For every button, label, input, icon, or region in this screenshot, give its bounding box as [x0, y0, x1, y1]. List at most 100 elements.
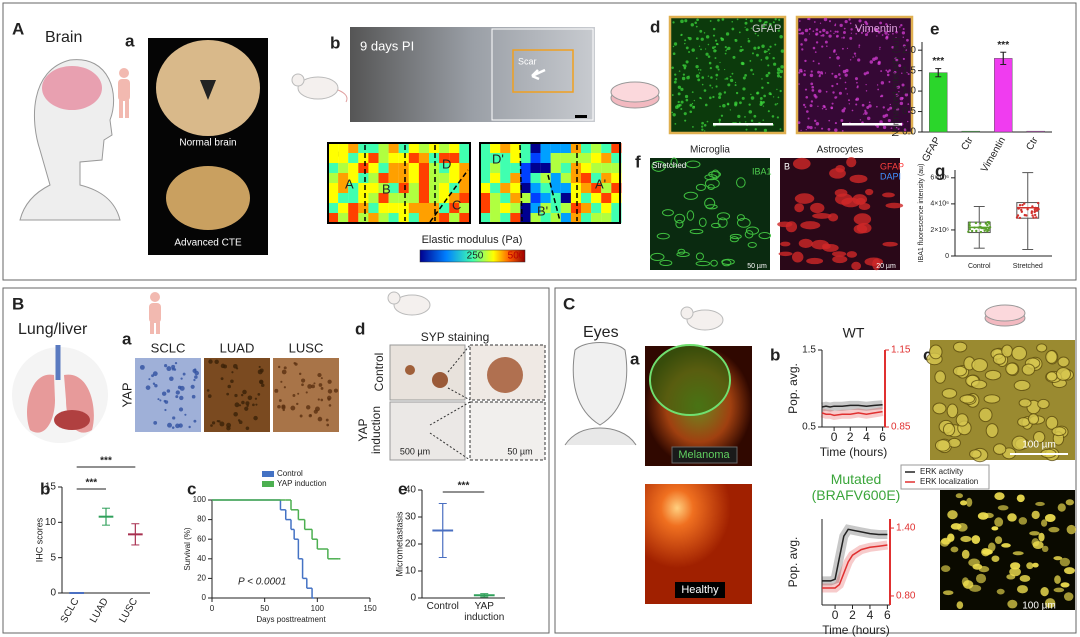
panel-frame [2, 287, 550, 634]
panel-subtitle: SYP staining [421, 330, 490, 344]
texture-cell [971, 358, 988, 373]
texture-dot [815, 28, 819, 31]
heatmap-cell [368, 143, 379, 154]
heatmap-cell [348, 193, 359, 204]
texture-dot [719, 61, 721, 64]
texture-dot [749, 19, 753, 23]
texture-cell [704, 178, 720, 189]
texture-cell [711, 169, 720, 180]
heatmap-cell [480, 153, 491, 164]
texture-dot [841, 37, 843, 39]
texture-dot [858, 44, 861, 47]
texture-dot [867, 28, 871, 31]
texture-cell [961, 577, 969, 587]
texture-dot [819, 30, 822, 34]
texture-dot [814, 95, 818, 99]
jitter-dot [979, 225, 982, 229]
texture-cell [1019, 575, 1031, 582]
texture-dot [725, 77, 729, 80]
jitter-dot [1033, 213, 1037, 217]
texture-dot [739, 49, 743, 53]
jitter-dot [1035, 209, 1039, 212]
texture-dot [762, 105, 765, 107]
jitter-dot [984, 227, 987, 230]
texture-dot [895, 37, 897, 39]
texture-dot [855, 103, 858, 106]
heatmap-cell [449, 213, 460, 224]
scale-bar [575, 115, 587, 118]
texture-cell [704, 174, 718, 181]
texture-dot [713, 49, 717, 53]
micrograph-texture [650, 156, 904, 271]
heatmap-cell [601, 163, 612, 174]
heatmap-cell [591, 203, 602, 214]
heatmap-cell [328, 173, 339, 184]
texture-dot [750, 93, 752, 96]
texture-cell [792, 157, 811, 170]
heatmap-cell [601, 153, 612, 164]
texture-dot [238, 404, 242, 407]
texture-dot [685, 60, 689, 64]
heatmap-cell [530, 163, 541, 174]
jitter-dot [975, 229, 978, 233]
heatmap-cell [418, 173, 430, 184]
texture-dot [301, 378, 306, 383]
texture-dot [809, 73, 814, 78]
texture-dot [811, 85, 815, 89]
texture-dot [695, 25, 698, 28]
y-tick-label: 10 [45, 517, 57, 528]
heatmap-cell [581, 143, 592, 154]
jitter-dot [986, 229, 990, 232]
texture-dot [311, 384, 315, 389]
y-tick-label: 60 [197, 534, 206, 543]
texture-dot [712, 27, 716, 31]
heatmap-cell [358, 203, 369, 214]
jitter-dot [1035, 207, 1039, 211]
photo-detail [200, 80, 216, 100]
texture-dot [812, 30, 815, 33]
jitter-dot [979, 230, 983, 234]
texture-cell [1057, 356, 1070, 368]
heatmap-cell [328, 193, 339, 204]
texture-dot [737, 114, 741, 119]
heatmap-cell [490, 183, 501, 194]
texture-dot [720, 114, 724, 117]
texture-dot [807, 117, 810, 120]
stain-spot [432, 372, 448, 388]
heatmap-cell [459, 193, 470, 204]
texture-dot [857, 85, 859, 87]
texture-cell [729, 236, 739, 243]
panel-letter: b [40, 479, 50, 498]
texture-cell [1005, 362, 1019, 376]
heatmap-cell [490, 213, 501, 224]
texture-dot [226, 392, 230, 396]
texture-dot [182, 372, 186, 376]
heatmap-cell [439, 173, 450, 184]
heatmap-cell [429, 153, 440, 164]
texture-dot [281, 405, 286, 410]
texture-dot [253, 415, 258, 421]
texture-dot [776, 74, 781, 78]
heatmap-cell [449, 173, 460, 184]
scale-label: 50 µm [747, 263, 767, 270]
texture-dot [234, 402, 240, 408]
texture-dot [715, 65, 719, 69]
y-tick-label: 1.5 [902, 65, 916, 76]
heatmap-cell [358, 153, 369, 164]
photo-caption: Normal brain [179, 138, 236, 149]
x-tick-label: Ctr [959, 135, 976, 153]
heatmap-cell [611, 173, 622, 184]
y-tick-label: 30 [405, 512, 417, 523]
texture-dot [171, 426, 175, 429]
y-axis-label: IBA1 fluorescence intensity (au) [918, 164, 925, 263]
texture-dot [671, 66, 674, 70]
texture-cell [1012, 551, 1024, 556]
texture-dot [823, 106, 826, 109]
x-tick-label: Control [968, 263, 991, 270]
texture-dot [254, 397, 258, 400]
panel-letter: b [770, 345, 780, 364]
heatmap-cell [581, 203, 592, 214]
heatmap-cell [328, 143, 339, 154]
heatmap-cell [591, 153, 602, 164]
texture-cell [798, 238, 813, 248]
